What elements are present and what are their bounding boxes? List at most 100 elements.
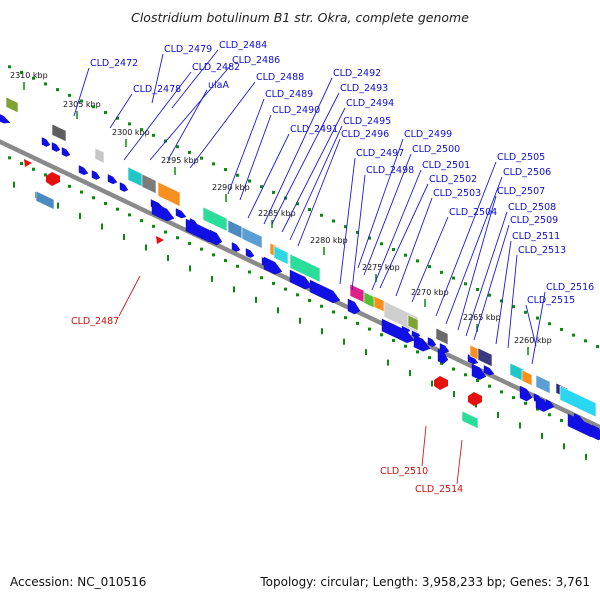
upper-track-dots (116, 116, 119, 120)
gene-label[interactable]: CLD_2503 (433, 188, 481, 199)
gene-label[interactable]: CLD_2484 (219, 40, 267, 51)
upper-track-dots (464, 282, 467, 286)
lower-track-dots (440, 361, 443, 365)
upper-track-dots (428, 265, 431, 269)
gene-label[interactable]: CLD_2479 (164, 44, 212, 55)
cds-reverse-arrow (309, 279, 341, 304)
gene-label[interactable]: CLD_2508 (508, 202, 556, 213)
lower-track-dots (536, 407, 539, 411)
feature-box (407, 314, 419, 332)
cds-forward-arrow (78, 165, 89, 176)
gene-label[interactable]: CLD_2500 (412, 144, 460, 155)
gene-label[interactable]: CLD_2513 (518, 245, 566, 256)
lower-track-dots (560, 418, 563, 422)
lower-track-dots (236, 264, 239, 268)
gene-label[interactable]: CLD_2489 (265, 89, 313, 100)
cds-reverse-arrow (289, 269, 313, 290)
lower-track-dots (20, 162, 23, 166)
gene-label[interactable]: ulaA (208, 80, 229, 91)
upper-track-dots (560, 327, 563, 331)
upper-track-dots (104, 110, 107, 114)
rna-feature (24, 159, 32, 167)
lower-track-dots (248, 270, 251, 274)
feature-box (141, 173, 157, 195)
blue-label-leader (525, 304, 537, 347)
upper-track-dots (332, 219, 335, 223)
gene-label[interactable]: CLD_2492 (333, 68, 381, 79)
feature-box (435, 327, 449, 346)
cds-forward-arrow (231, 242, 241, 252)
gene-label[interactable]: CLD_2498 (366, 165, 414, 176)
rna-gene-label[interactable]: CLD_2487 (71, 316, 119, 327)
lower-track-dots (380, 333, 383, 337)
gene-label[interactable]: CLD_2478 (133, 84, 181, 95)
kbp-tick-label: 2280 kbp (310, 236, 348, 245)
gene-label[interactable]: CLD_2509 (510, 215, 558, 226)
gene-label[interactable]: CLD_2494 (346, 98, 394, 109)
cds-forward-arrow (245, 248, 255, 258)
gene-label[interactable]: CLD_2497 (356, 148, 404, 159)
lower-track-dots (128, 213, 131, 217)
lower-track-dots (188, 241, 191, 245)
gene-label[interactable]: CLD_2482 (192, 62, 240, 73)
lower-track-dots (32, 167, 35, 171)
rna-gene-label[interactable]: CLD_2510 (380, 466, 428, 477)
upper-track-dots (440, 270, 443, 274)
kbp-tick-label: 2300 kbp (112, 128, 150, 137)
gene-label[interactable]: CLD_2490 (272, 105, 320, 116)
upper-track-dots (416, 259, 419, 263)
gene-label[interactable]: CLD_2502 (429, 174, 477, 185)
upper-track-dots (296, 202, 299, 206)
upper-track-dots (596, 345, 599, 349)
feature-box (35, 190, 55, 211)
gene-label[interactable]: CLD_2516 (546, 282, 594, 293)
lower-track-dots (176, 236, 179, 240)
gene-labels: CLD_2472 CLD_2479 CLD_2484 CLD_2478 CLD_2482… (71, 40, 594, 495)
rna-feature (156, 236, 164, 244)
upper-track-dots (272, 190, 275, 194)
gene-label[interactable]: CLD_2511 (512, 231, 560, 242)
rna-gene-label[interactable]: CLD_2514 (415, 484, 463, 495)
cds-forward-arrow (427, 337, 437, 347)
blue-label-leader (411, 216, 449, 303)
red-label-leader (118, 275, 141, 317)
cds-forward-arrow (483, 365, 495, 376)
upper-track-dots (476, 287, 479, 291)
gene-label[interactable]: CLD_2472 (90, 58, 138, 69)
gene-label[interactable]: CLD_2507 (497, 186, 545, 197)
blue-label-leader (167, 89, 208, 161)
gene-label[interactable]: CLD_2486 (232, 55, 280, 66)
upper-track-dots (572, 333, 575, 337)
gene-label[interactable]: CLD_2504 (449, 207, 497, 218)
cds-forward-arrow (41, 137, 51, 147)
gene-label[interactable]: CLD_2491 (290, 124, 338, 135)
lower-track-dots (524, 401, 527, 405)
kbp-tick-label: 2310 kbp (10, 71, 48, 80)
cds-forward-arrow (107, 174, 118, 185)
cds-reverse-arrow (471, 363, 487, 380)
upper-track-dots (380, 242, 383, 246)
lower-track-dots (92, 196, 95, 200)
feature-box (127, 166, 145, 189)
gene-label[interactable]: CLD_2496 (341, 129, 389, 140)
blue-label-leader (363, 153, 412, 276)
gene-label[interactable]: CLD_2488 (256, 72, 304, 83)
gene-label[interactable]: CLD_2515 (527, 295, 575, 306)
upper-track-dots (404, 253, 407, 257)
blue-label-leader (531, 291, 546, 365)
lower-track-dots (488, 384, 491, 388)
lower-track-dots (212, 253, 215, 257)
lower-track-dots (164, 230, 167, 234)
gene-label[interactable]: CLD_2493 (340, 83, 388, 94)
gene-label[interactable]: CLD_2505 (497, 152, 545, 163)
upper-track-dots (188, 150, 191, 154)
feature-box (94, 147, 105, 164)
gene-label[interactable]: CLD_2506 (503, 167, 551, 178)
blue-label-leader (351, 174, 366, 291)
gene-label[interactable]: CLD_2495 (343, 116, 391, 127)
blue-label-leader (339, 157, 356, 285)
feature-box (241, 226, 263, 249)
gene-label[interactable]: CLD_2501 (422, 160, 470, 171)
gene-label[interactable]: CLD_2499 (404, 129, 452, 140)
upper-track-dots (8, 65, 11, 69)
